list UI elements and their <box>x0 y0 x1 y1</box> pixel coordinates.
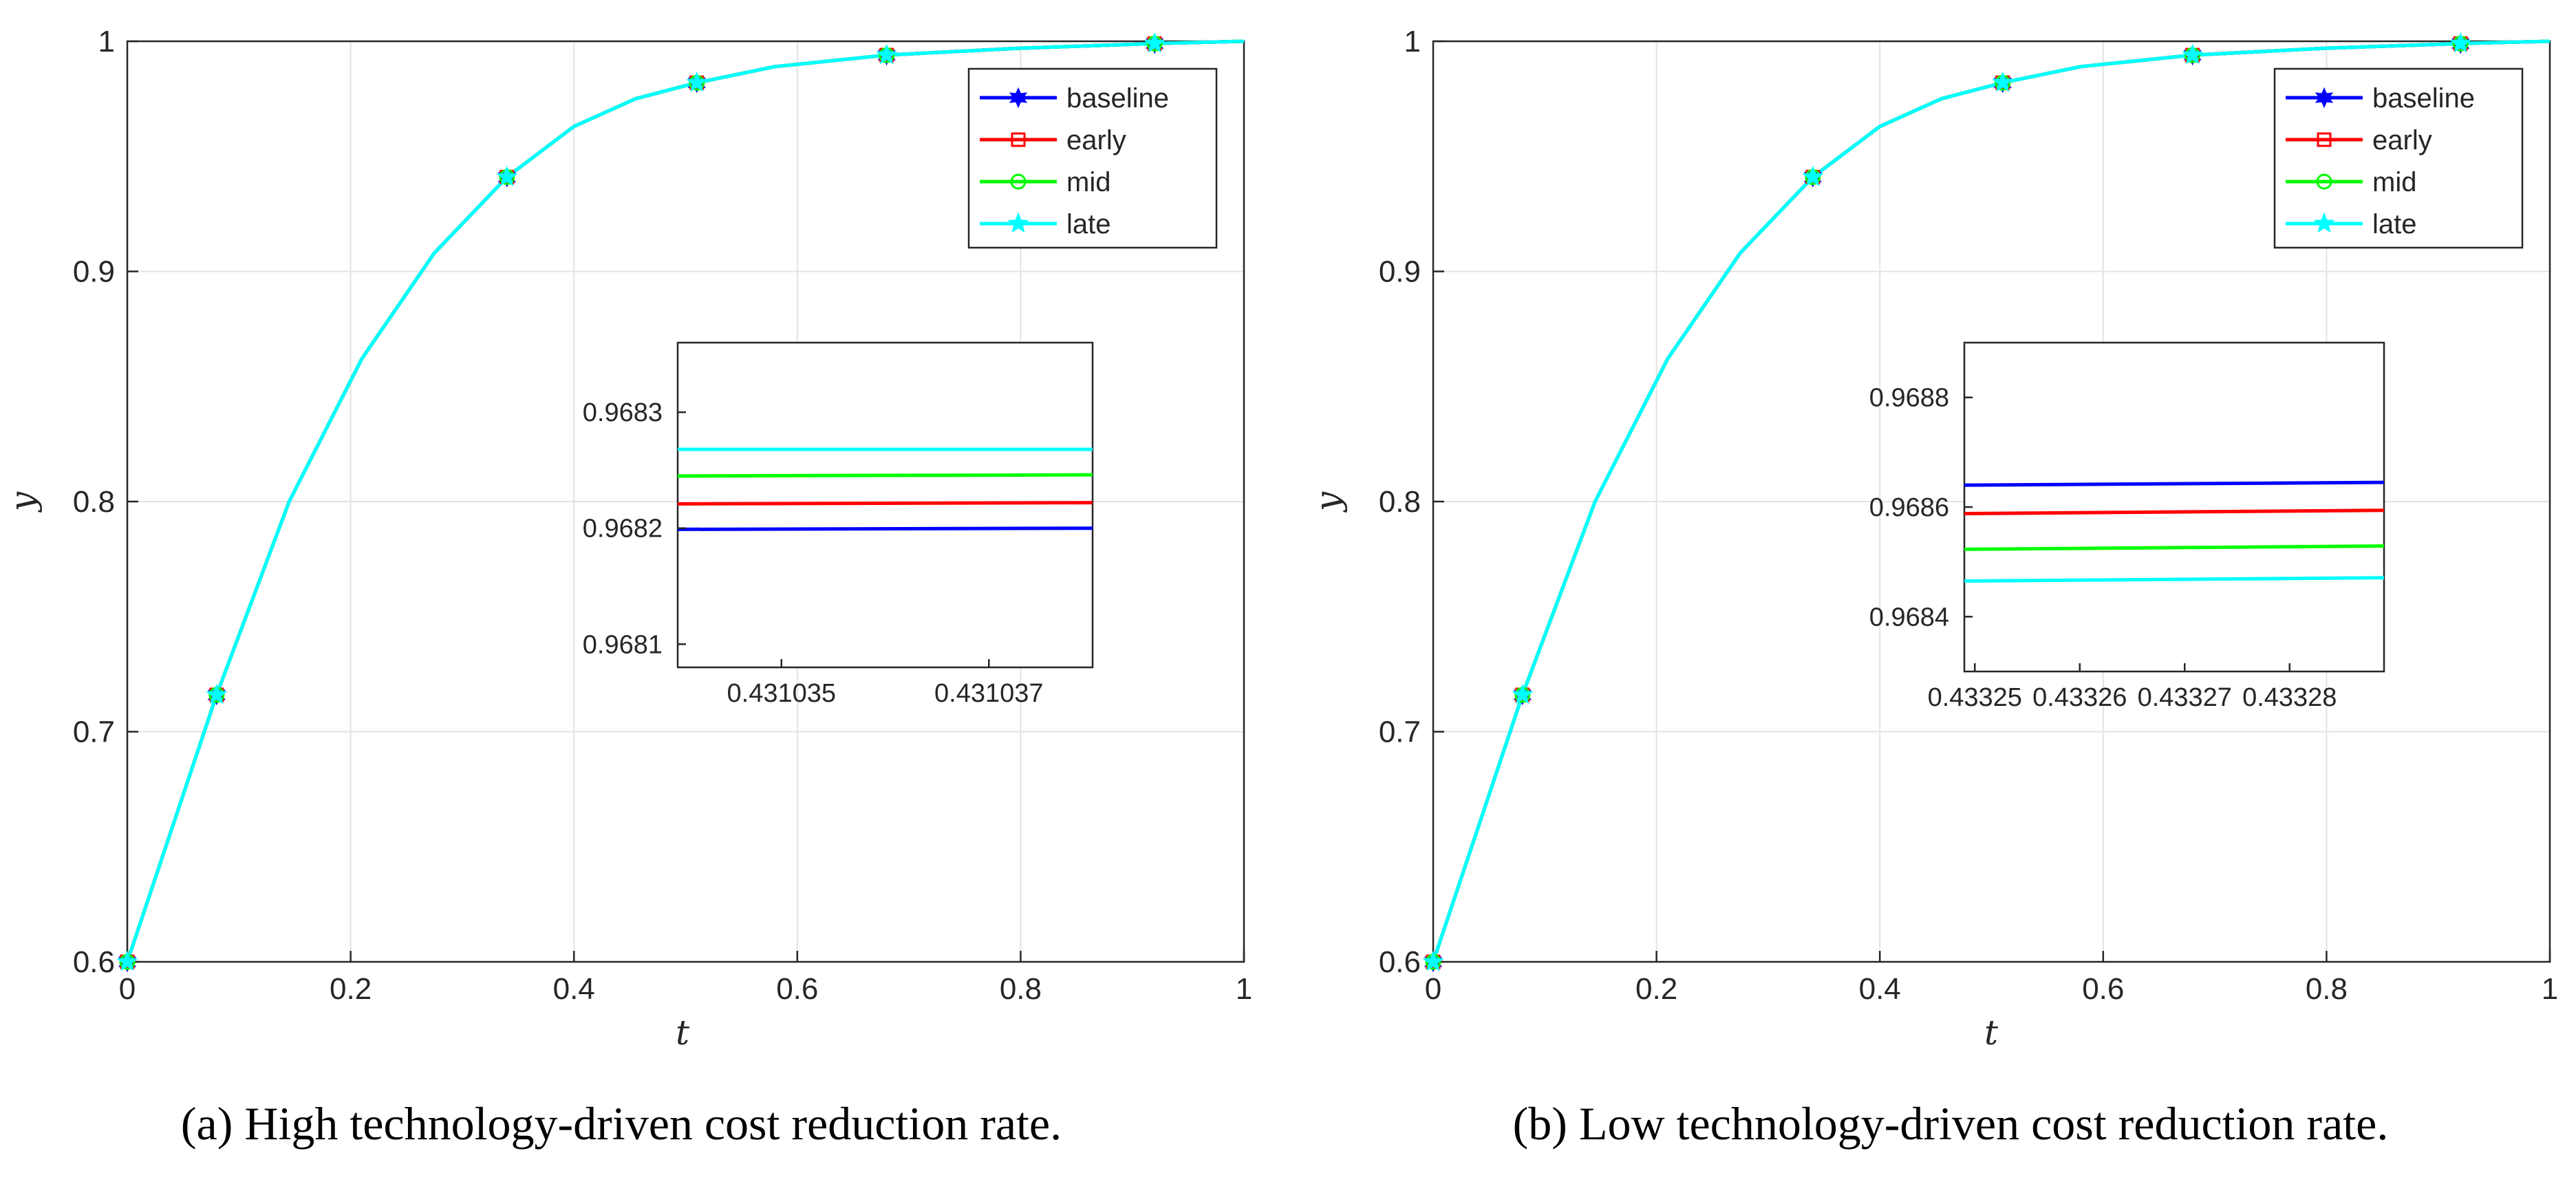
series-marker-late <box>2449 32 2471 53</box>
y-tick-label: 0.7 <box>1379 716 1421 749</box>
legend-marker-late <box>2313 212 2335 233</box>
series-line-late <box>1431 39 2551 963</box>
x-tick-label: 0 <box>1425 972 1441 1006</box>
inset-x-tick-label: 0.431037 <box>934 679 1044 708</box>
inset-x-tick-label: 0.431035 <box>727 679 837 708</box>
y-tick-label: 1 <box>98 25 115 58</box>
x-tick-label: 1 <box>2542 972 2558 1006</box>
y-tick-label: 0.7 <box>73 716 115 749</box>
x-axis-label: t <box>676 1013 690 1053</box>
inset-x-tick-label: 0.43326 <box>2032 683 2127 712</box>
inset-y-tick-label: 0.9686 <box>1869 493 1949 522</box>
x-tick-label: 0.2 <box>1635 972 1677 1006</box>
caption-b: (b) Low technology-driven cost reduction… <box>1513 1097 2389 1150</box>
series-marker-late <box>1992 71 2014 92</box>
y-axis-label: y <box>3 491 43 513</box>
legend-label-baseline: baseline <box>2372 83 2475 114</box>
inset-y-tick-label: 0.9683 <box>583 398 663 427</box>
series-marker-late <box>876 43 898 65</box>
legend-marker-early <box>2317 132 2332 147</box>
inset-y-tick-label: 0.9688 <box>1869 384 1949 413</box>
series-marker-late <box>1422 950 1444 971</box>
inset-zoom: 0.431035 0.431037 0.9681 0.9682 0.9683 <box>583 341 1094 708</box>
series-marker-late <box>1144 32 1166 53</box>
x-tick-label: 0.4 <box>553 972 595 1006</box>
x-tick-label: 0.4 <box>1859 972 1901 1006</box>
series-line-late <box>125 39 1245 963</box>
series-marker-late <box>496 166 518 186</box>
inset-x-tick-label: 0.43325 <box>1928 683 2022 712</box>
inset-line-early <box>1964 508 2385 516</box>
legend-label-mid: mid <box>1066 167 1110 197</box>
inset-x-tick-label: 0.43327 <box>2138 683 2232 712</box>
inset-y-tick-label: 0.9684 <box>1869 603 1949 632</box>
y-axis-label: y <box>1308 491 1348 513</box>
inset-plot-area <box>1963 341 2385 673</box>
y-tick-label: 0.9 <box>73 255 115 289</box>
y-tick-label: 0.6 <box>1379 945 1421 979</box>
x-tick-label: 0.8 <box>2306 972 2348 1006</box>
x-tick-label: 1 <box>1236 972 1252 1006</box>
series-marker-late <box>1802 166 1824 186</box>
legend-label-mid: mid <box>2372 167 2416 197</box>
series-marker-late <box>206 683 228 705</box>
inset-line-mid <box>677 473 1093 478</box>
x-tick-label: 0.6 <box>2082 972 2124 1006</box>
x-tick-label: 0.2 <box>330 972 372 1006</box>
panel-a: 0 0.2 0.4 0.6 0.8 1 0.6 0.7 0.8 0.9 1 t y baseline ear… <box>3 25 1252 1053</box>
series-marker-late <box>686 71 708 92</box>
inset-y-tick-label: 0.9681 <box>583 630 663 659</box>
x-axis-label: t <box>1984 1013 1999 1053</box>
legend-label-baseline: baseline <box>1066 83 1169 114</box>
legend-marker-late <box>1007 212 1029 233</box>
x-tick-label: 0 <box>119 972 136 1006</box>
legend-marker-baseline <box>1009 87 1028 109</box>
legend-label-late: late <box>2372 209 2417 239</box>
panel-b: 0 0.2 0.4 0.6 0.8 1 0.6 0.7 0.8 0.9 1 t y baseline ear… <box>1308 25 2558 1053</box>
legend-marker-early <box>1011 132 1026 147</box>
y-tick-label: 0.9 <box>1379 255 1421 289</box>
series-marker-late <box>116 950 138 971</box>
inset-line-early <box>677 501 1093 506</box>
inset-line-baseline <box>1964 480 2385 487</box>
legend-label-late: late <box>1066 209 1111 239</box>
x-tick-label: 0.8 <box>1000 972 1042 1006</box>
legend-label-early: early <box>1066 125 1126 155</box>
legend-marker-mid <box>1010 173 1027 190</box>
inset-line-mid <box>1964 544 2385 551</box>
y-tick-label: 1 <box>1404 25 1421 58</box>
legend-marker-mid <box>2316 173 2332 190</box>
inset-y-tick-label: 0.9682 <box>583 515 663 544</box>
y-tick-label: 0.8 <box>73 485 115 519</box>
inset-x-tick-label: 0.43328 <box>2242 683 2337 712</box>
inset-line-late <box>1964 576 2385 583</box>
series-marker-late <box>2182 43 2204 65</box>
legend-marker-baseline <box>2315 87 2334 109</box>
inset-line-baseline <box>677 526 1093 531</box>
inset-zoom: 0.43325 0.43326 0.43327 0.43328 0.9684 0.9686… <box>1869 341 2385 712</box>
legend-label-early: early <box>2372 125 2432 155</box>
y-tick-label: 0.8 <box>1379 485 1421 519</box>
x-tick-label: 0.6 <box>776 972 818 1006</box>
caption-a: (a) High technology-driven cost reductio… <box>181 1097 1062 1150</box>
series-marker-late <box>1512 683 1534 705</box>
y-tick-label: 0.6 <box>73 945 115 979</box>
